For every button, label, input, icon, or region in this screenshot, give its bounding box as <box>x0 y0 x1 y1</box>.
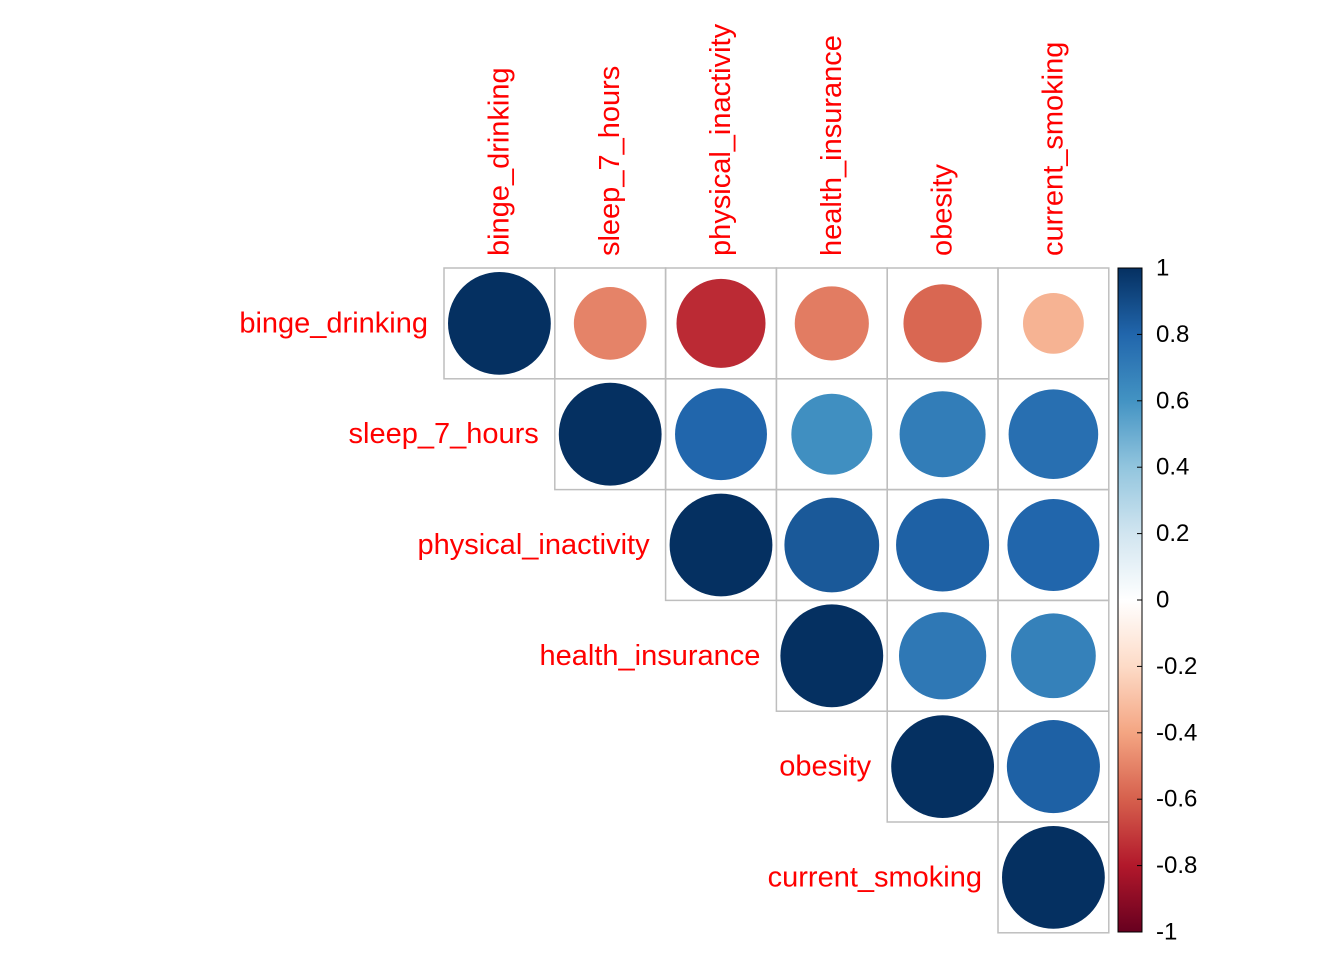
row-label-current_smoking: current_smoking <box>768 861 982 893</box>
corr-circle-physical_inactivity-health_insurance <box>784 497 880 593</box>
color-legend: 1 0.8 0.6 0.4 0.2 0 -0.2 -0.4 -0.6 -0.8 -1 <box>1117 255 1197 946</box>
colorbar-tick-label: -0.6 <box>1156 786 1197 813</box>
colorbar-tick-label: 0.2 <box>1156 520 1189 547</box>
corr-circle-physical_inactivity-obesity <box>896 498 990 592</box>
row-labels: binge_drinking sleep_7_hours physical_inac… <box>239 307 982 893</box>
corr-circle-obesity-current_smoking <box>1006 720 1100 814</box>
corr-circle-binge_drinking-binge_drinking <box>448 272 551 375</box>
row-label-sleep_7_hours: sleep_7_hours <box>349 418 539 450</box>
corr-circle-physical_inactivity-current_smoking <box>1007 499 1100 591</box>
column-label-binge_drinking: binge_drinking <box>483 67 515 256</box>
corr-circle-sleep_7_hours-obesity <box>899 391 986 478</box>
row-label-obesity: obesity <box>779 751 871 783</box>
colorbar-tick-label: 0 <box>1156 587 1169 614</box>
colorbar-tick-label: 0.6 <box>1156 387 1189 414</box>
corr-circle-sleep_7_hours-health_insurance <box>791 393 873 475</box>
column-label-sleep_7_hours: sleep_7_hours <box>594 66 626 256</box>
corr-circle-binge_drinking-obesity <box>903 284 982 363</box>
correlation-circles <box>448 272 1105 929</box>
corr-circle-binge_drinking-health_insurance <box>794 286 869 361</box>
corr-circle-sleep_7_hours-current_smoking <box>1008 389 1099 480</box>
column-labels: binge_drinking sleep_7_hours physical_inac… <box>483 23 1069 256</box>
colorbar-tick-label: 0.8 <box>1156 321 1189 348</box>
colorbar-tick-label: 1 <box>1156 255 1169 282</box>
row-label-binge_drinking: binge_drinking <box>239 307 428 339</box>
corr-circle-binge_drinking-physical_inactivity <box>676 278 766 368</box>
corr-circle-binge_drinking-sleep_7_hours <box>573 287 647 360</box>
colorbar-tick-label: -1 <box>1156 919 1177 946</box>
grid-cell <box>997 821 1110 934</box>
corr-circle-health_insurance-current_smoking <box>1011 613 1096 699</box>
grid-cells <box>443 267 1110 934</box>
column-label-current_smoking: current_smoking <box>1037 42 1069 256</box>
colorbar-tick-label: -0.4 <box>1156 719 1197 746</box>
column-label-physical_inactivity: physical_inactivity <box>705 23 737 256</box>
corr-circle-binge_drinking-current_smoking <box>1022 292 1084 354</box>
corr-circle-physical_inactivity-physical_inactivity <box>669 493 773 597</box>
corr-circle-health_insurance-health_insurance <box>780 604 884 708</box>
row-label-physical_inactivity: physical_inactivity <box>417 529 650 561</box>
row-label-health_insurance: health_insurance <box>540 640 761 672</box>
colorbar-tick-label: -0.2 <box>1156 653 1197 680</box>
corr-circle-obesity-obesity <box>891 715 994 818</box>
column-label-health_insurance: health_insurance <box>816 35 848 256</box>
column-label-obesity: obesity <box>927 164 959 256</box>
corr-circle-health_insurance-obesity <box>898 612 987 700</box>
corr-circle-sleep_7_hours-physical_inactivity <box>675 388 767 481</box>
corr-circle-current_smoking-current_smoking <box>1002 826 1105 929</box>
colorbar-tick-label: -0.8 <box>1156 852 1197 879</box>
colorbar-tick-label: 0.4 <box>1156 454 1189 481</box>
corr-circle-sleep_7_hours-sleep_7_hours <box>558 382 662 486</box>
